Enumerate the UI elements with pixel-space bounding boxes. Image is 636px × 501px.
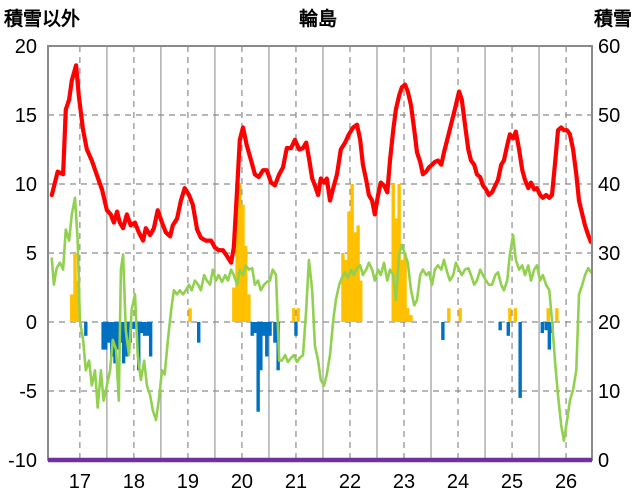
series-0-bar	[188, 308, 192, 322]
series-0-bar	[546, 308, 550, 322]
series-3-line	[49, 63, 594, 265]
series-1-bar	[441, 322, 445, 340]
left-y-tick-label: -5	[19, 381, 37, 403]
x-tick-label: 23	[393, 471, 415, 493]
series-0-bar	[555, 308, 559, 322]
series-1-bar	[107, 322, 111, 343]
left-y-tick-label: 0	[26, 312, 37, 334]
series-1-bar	[140, 322, 144, 334]
series-1-bar	[101, 322, 105, 350]
series-0-bar	[247, 294, 251, 322]
right-axis-title: 積雪	[594, 7, 632, 30]
right-y-tick-label: 40	[598, 174, 620, 196]
series-1-bar	[121, 322, 126, 364]
series-0-bar	[391, 184, 395, 322]
series-1-bar	[142, 322, 147, 336]
series-1-bar	[294, 322, 298, 336]
series-1-bar	[148, 322, 153, 357]
series-0-bar	[403, 253, 407, 322]
x-tick-label: 24	[447, 471, 469, 493]
series-0-bar	[513, 308, 517, 322]
series-0-bar	[235, 184, 239, 322]
series-1-bar	[132, 322, 136, 329]
series-0-bar	[73, 253, 77, 322]
series-0-bar	[241, 204, 245, 322]
series-0-bar	[292, 308, 296, 322]
series-0-bar	[359, 280, 363, 322]
x-tick-label: 20	[231, 471, 253, 493]
x-tick-label: 26	[555, 471, 577, 493]
series-0-bar	[341, 253, 345, 322]
series-1-bar	[137, 322, 141, 371]
right-y-tick-label: 0	[598, 450, 609, 472]
series-0-bar	[400, 259, 404, 322]
right-y-tick-label: 30	[598, 243, 620, 265]
right-y-tick-label: 20	[598, 312, 620, 334]
series-0-bar	[356, 225, 360, 322]
series-1-bar	[115, 322, 120, 350]
series-0-bar	[394, 218, 398, 322]
series-1-bar	[256, 322, 260, 412]
x-tick-label: 25	[501, 471, 523, 493]
series-2-line	[50, 196, 593, 443]
right-y-tick-label: 50	[598, 105, 620, 127]
x-tick-label: 17	[69, 471, 91, 493]
x-tick-label: 18	[123, 471, 145, 493]
series-0-bar	[347, 211, 351, 322]
series-1-bar	[259, 322, 263, 371]
series-0-bar	[447, 308, 451, 322]
left-y-tick-label: 15	[15, 105, 37, 127]
series-0-bar	[508, 308, 512, 322]
series-1-bar	[268, 322, 272, 336]
series-1-bar	[197, 322, 201, 343]
series-1-bar	[104, 322, 108, 350]
chart-title: 輪島	[299, 7, 337, 30]
series-0-bar	[350, 184, 354, 322]
series-0-bar	[353, 232, 357, 322]
x-tick-label: 21	[285, 471, 307, 493]
series-1-bar	[84, 322, 88, 336]
series-0-bar	[458, 308, 462, 322]
series-0-bar	[244, 246, 248, 322]
series-1-bar	[253, 322, 257, 334]
left-y-tick-label: 5	[26, 243, 37, 265]
left-y-tick-label: 10	[15, 174, 37, 196]
series-1-bar	[262, 322, 266, 336]
series-1-bar	[506, 322, 510, 336]
plot-series	[49, 63, 594, 443]
series-1-bar	[498, 322, 502, 331]
series-0-bar	[344, 259, 348, 322]
series-0-bar	[409, 315, 413, 322]
right-y-tick-label: 60	[598, 36, 620, 58]
series-1-bar	[547, 322, 552, 350]
series-1-bar	[265, 322, 269, 357]
left-y-tick-label: 20	[15, 36, 37, 58]
x-tick-label: 19	[177, 471, 199, 493]
series-1-bar	[250, 322, 254, 336]
x-tick-label: 22	[339, 471, 361, 493]
series-1-bar	[273, 322, 277, 343]
series-0-bar	[406, 308, 410, 322]
series-1-bar	[544, 322, 548, 331]
series-0-bar	[76, 280, 80, 322]
series-1-bar	[518, 322, 522, 398]
left-axis-title: 積雪以外	[4, 7, 80, 30]
right-y-tick-label: 10	[598, 381, 620, 403]
series-0-bar	[70, 294, 74, 322]
series-0-bar	[232, 287, 236, 322]
series-1-bar	[146, 322, 150, 336]
series-1-bar	[540, 322, 544, 334]
left-y-tick-label: -10	[8, 450, 37, 472]
series-0-bar	[238, 184, 242, 322]
series-0-bar	[296, 308, 300, 322]
